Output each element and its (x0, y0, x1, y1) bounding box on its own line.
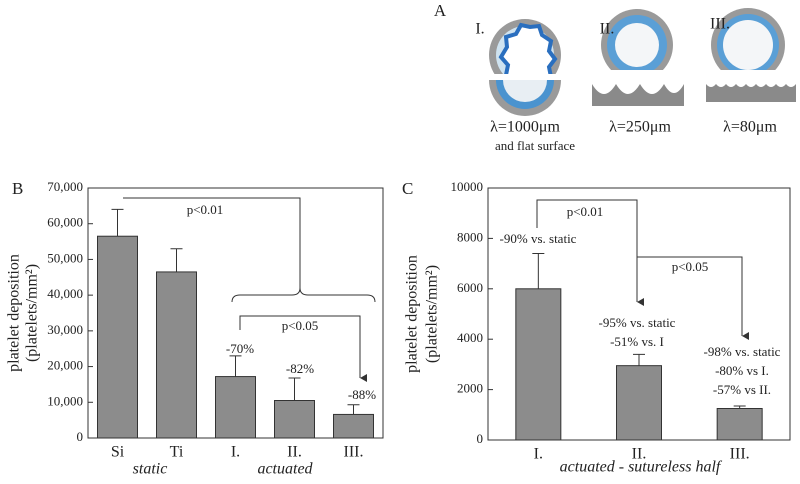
bar (716, 408, 763, 441)
annotation: p<0.01 (187, 202, 224, 217)
y-tick-label: 60,000 (47, 215, 83, 230)
annotation: -70% (226, 341, 254, 356)
wavelength-label: λ=80μm (723, 119, 777, 136)
error-bar (111, 208, 124, 237)
y-tick-label: 10,000 (47, 393, 83, 408)
y-axis-label: platelet deposition (6, 254, 23, 372)
panel-letter: C (402, 179, 413, 198)
tube-label: II. (600, 21, 615, 38)
y-tick-label: 30,000 (47, 322, 83, 337)
y-tick-label: 20,000 (47, 358, 83, 373)
bar (616, 365, 662, 441)
annotation: p<0.05 (672, 259, 709, 274)
y-axis-label: (platelets/mm²) (424, 265, 441, 363)
wavelength-label: λ=1000μm (490, 119, 560, 136)
y-axis-label: (platelets/mm²) (24, 264, 41, 362)
x-tick-label: I. (534, 446, 543, 463)
wavelength-label: λ=250μm (609, 119, 671, 136)
annotation: -82% (286, 361, 314, 376)
annotation: -98% vs. static (704, 344, 781, 359)
annotation: -80% vs I. (715, 363, 769, 378)
error-bar (288, 377, 301, 401)
tube-images (486, 8, 796, 116)
y-tick-label: 8000 (457, 229, 483, 244)
tube-label: III. (710, 16, 730, 33)
y-axis-label: platelet deposition (404, 255, 421, 373)
x-tick-label: III. (344, 444, 364, 461)
y-tick-label: 2000 (457, 381, 483, 396)
annotation: -88% (348, 387, 376, 402)
y-tick-label: 0 (477, 431, 484, 446)
bar (515, 288, 562, 441)
x-axis-label: actuated - sutureless half (560, 459, 723, 476)
x-tick-label: Ti (170, 444, 184, 461)
group-label: static (133, 461, 168, 478)
note: and flat surface (495, 138, 575, 153)
x-tick-label: I. (231, 444, 240, 461)
error-bar (170, 248, 183, 272)
tube-label: I. (475, 21, 484, 38)
x-tick-label: Si (111, 444, 125, 461)
y-tick-label: 40,000 (47, 286, 83, 301)
bar (97, 235, 138, 439)
panel-letter: B (12, 179, 23, 198)
y-tick-label: 6000 (457, 280, 483, 295)
x-tick-label: II. (632, 446, 647, 463)
y-tick-label: 0 (77, 429, 84, 444)
x-tick-label: III. (730, 446, 750, 463)
annotation: -95% vs. static (599, 315, 676, 330)
bar (156, 271, 197, 439)
annotation: p<0.01 (567, 204, 604, 219)
annotation: -90% vs. static (500, 231, 577, 246)
error-bar (532, 253, 545, 289)
y-tick-label: 10000 (451, 179, 484, 194)
annotation: p<0.05 (282, 318, 319, 333)
error-bar (347, 404, 360, 415)
x-tick-label: II. (287, 444, 302, 461)
group-label: actuated (257, 461, 313, 478)
y-tick-label: 50,000 (47, 250, 83, 265)
y-tick-label: 70,000 (47, 179, 83, 194)
y-tick-label: 4000 (457, 330, 483, 345)
annotation: -51% vs. I (610, 334, 664, 349)
error-bar (633, 353, 645, 366)
bar (215, 376, 256, 439)
error-bar (733, 405, 746, 409)
bar (274, 400, 315, 439)
bar (333, 413, 374, 439)
error-bar (229, 355, 242, 377)
annotation: -57% vs II. (713, 382, 771, 397)
significance-brackets (123, 197, 749, 382)
panel-letter: A (434, 1, 447, 20)
